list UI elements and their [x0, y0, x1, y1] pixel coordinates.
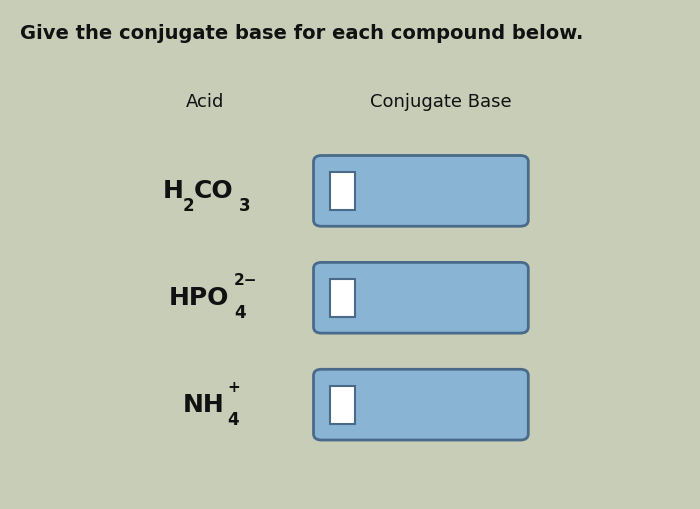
Text: 2: 2	[182, 197, 194, 215]
Text: CO: CO	[194, 179, 234, 203]
Bar	[330, 386, 356, 423]
Text: NH: NH	[182, 392, 224, 417]
Text: Acid: Acid	[186, 93, 225, 111]
FancyBboxPatch shape	[314, 156, 528, 226]
Text: Conjugate Base: Conjugate Base	[370, 93, 512, 111]
Text: 2−: 2−	[234, 273, 258, 289]
Bar	[330, 279, 356, 317]
Text: 4: 4	[234, 304, 246, 322]
Text: 3: 3	[239, 197, 251, 215]
Text: H: H	[162, 179, 183, 203]
Text: +: +	[228, 380, 240, 395]
Text: 4: 4	[228, 411, 239, 429]
FancyBboxPatch shape	[314, 370, 528, 440]
Bar	[330, 172, 356, 210]
Text: Give the conjugate base for each compound below.: Give the conjugate base for each compoun…	[20, 23, 583, 43]
FancyBboxPatch shape	[314, 263, 528, 333]
Text: HPO: HPO	[169, 286, 230, 310]
